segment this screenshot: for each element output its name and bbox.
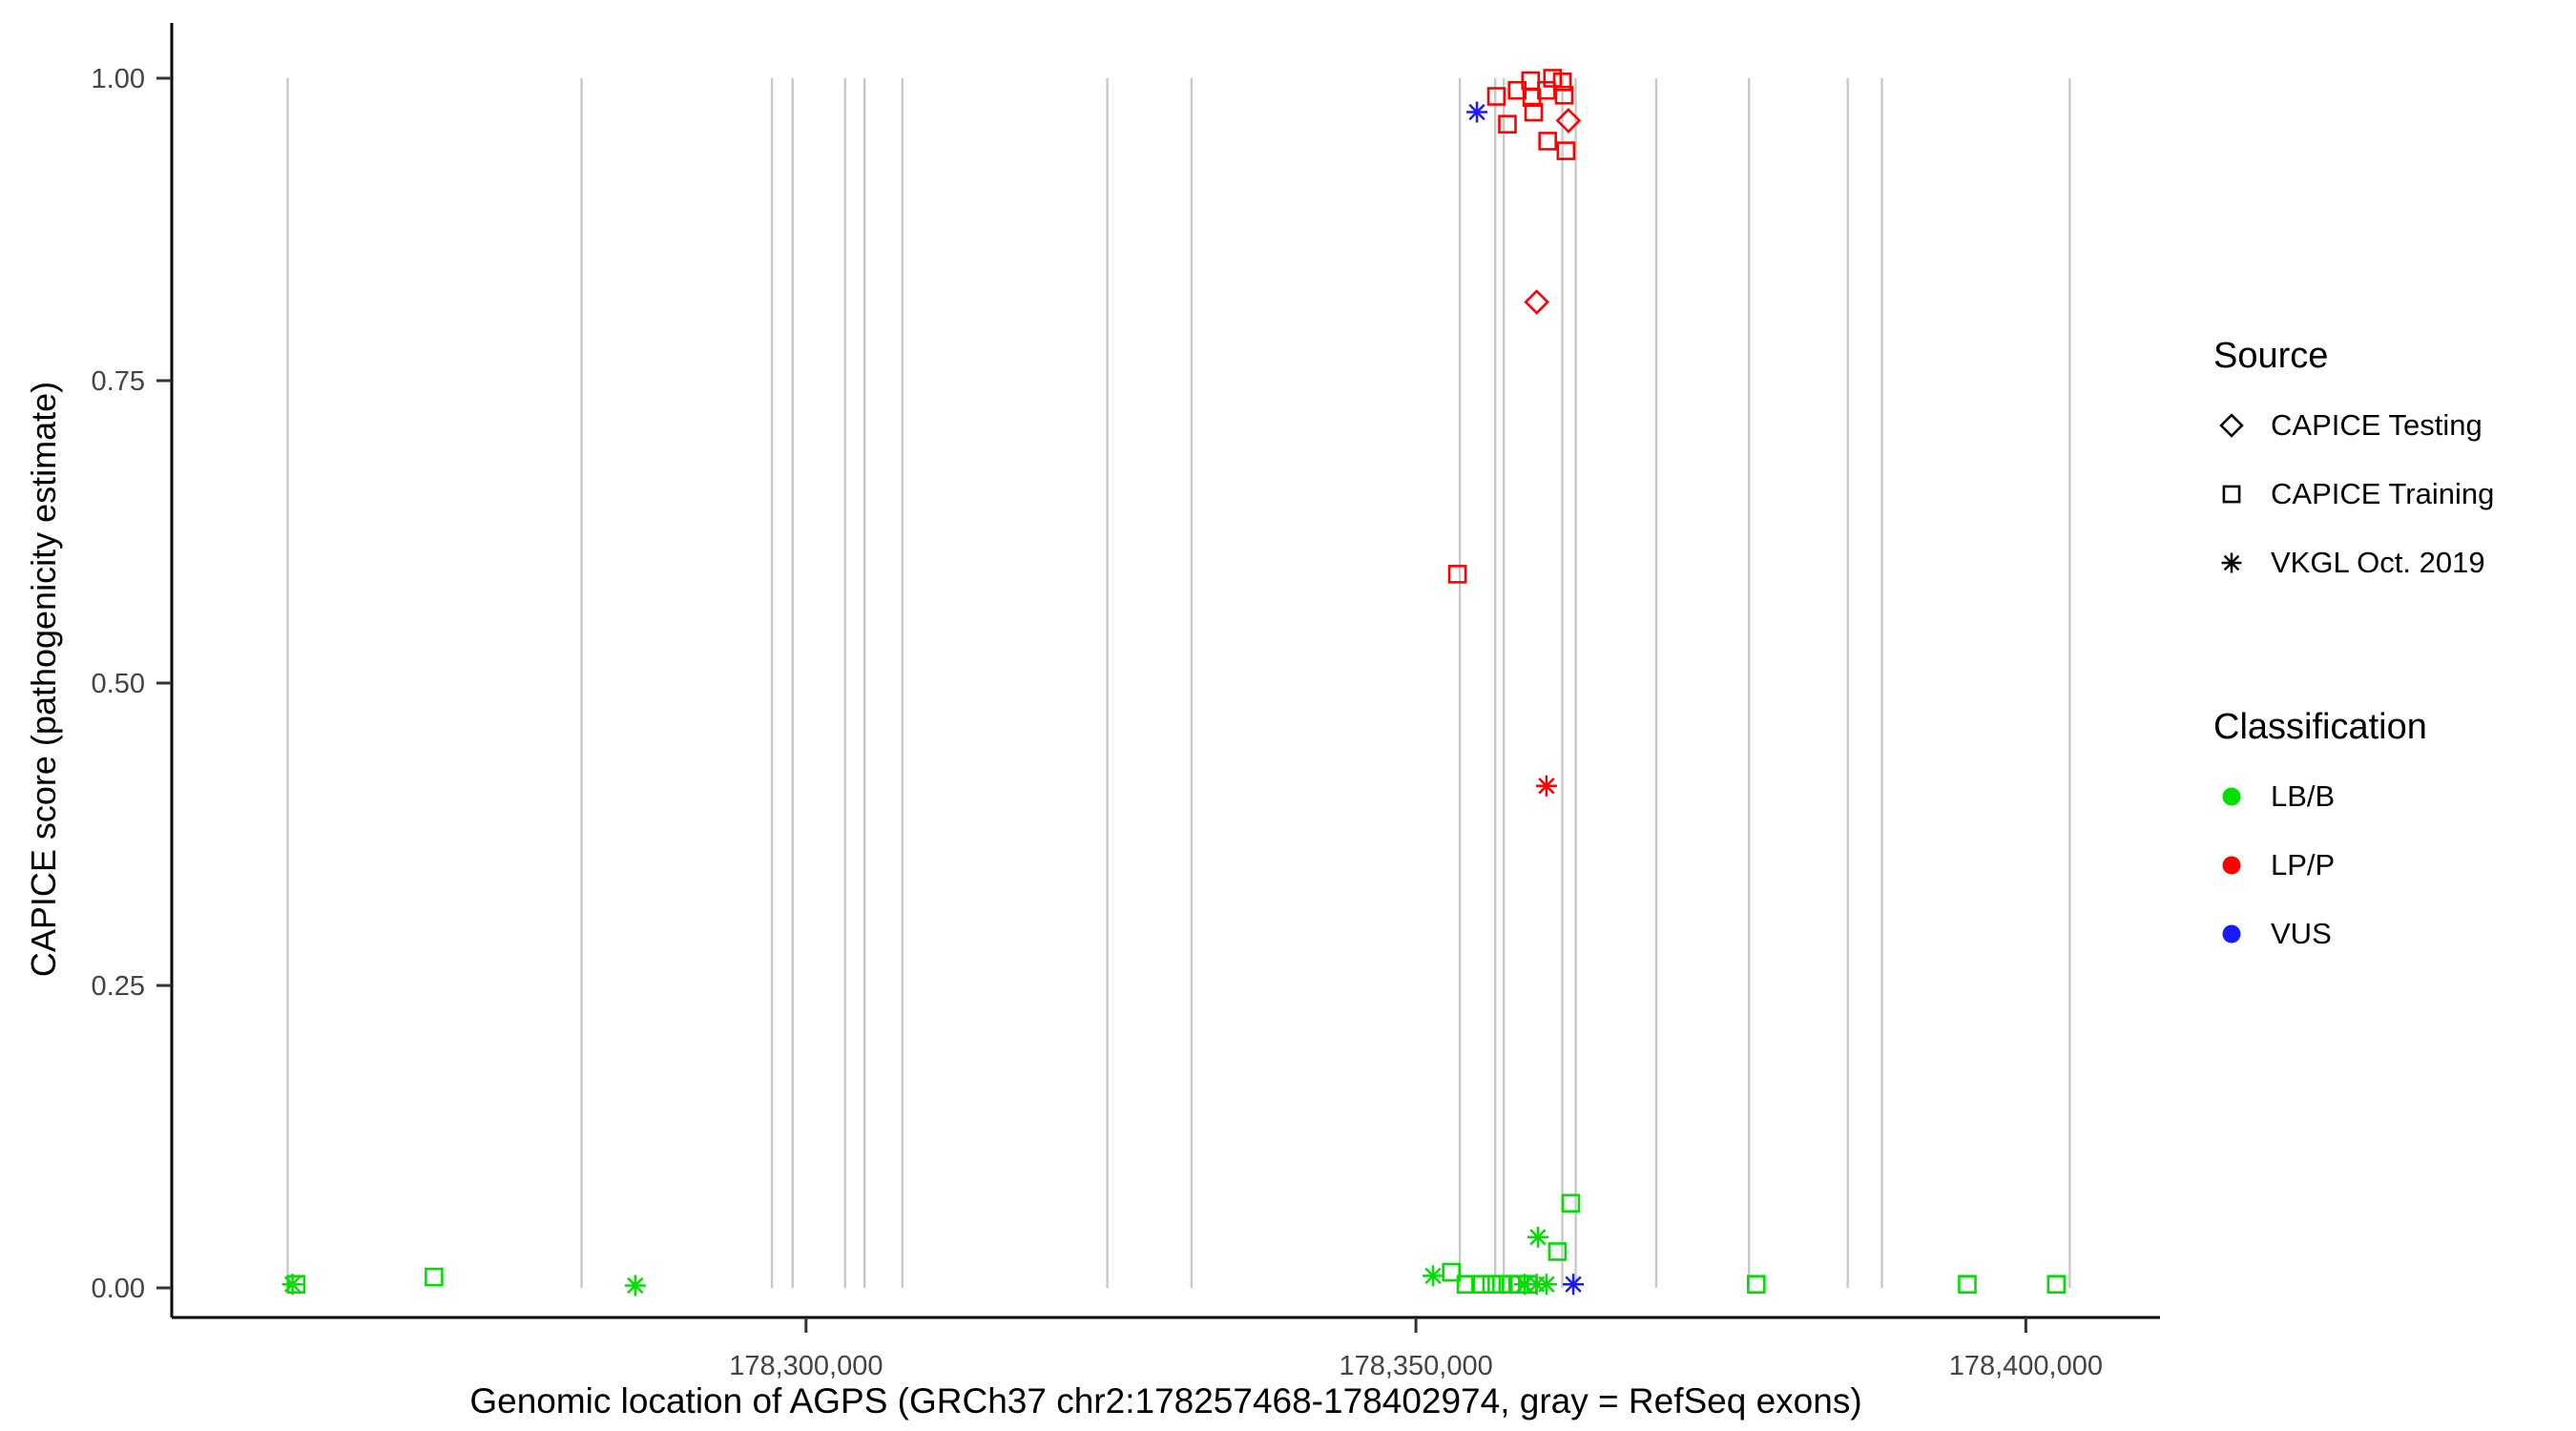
svg-text:0.00: 0.00 (92, 1274, 145, 1304)
red-dot-icon (2213, 847, 2250, 883)
svg-text:0.25: 0.25 (92, 971, 145, 1002)
legend-item-lpp: LP/P (2213, 845, 2494, 885)
legend-item-capice-training: CAPICE Training (2213, 474, 2494, 514)
legend-classification-title: Classification (2213, 707, 2427, 747)
svg-text:1.00: 1.00 (92, 64, 145, 94)
svg-text:0.50: 0.50 (92, 669, 145, 699)
legend-item-label: CAPICE Testing (2271, 408, 2483, 442)
legend-item-label: LP/P (2271, 848, 2336, 881)
square-icon (2213, 476, 2250, 512)
diamond-icon (2213, 407, 2250, 444)
legend-item-label: VUS (2271, 917, 2332, 950)
legend-item-lbb: LB/B (2213, 777, 2494, 817)
legend-item-vkgl: VKGL Oct. 2019 (2213, 543, 2494, 583)
legend-source-title: Source (2213, 336, 2329, 376)
svg-text:178,350,000: 178,350,000 (1339, 1351, 1492, 1381)
svg-text:178,300,000: 178,300,000 (729, 1351, 883, 1381)
x-axis-title: Genomic location of AGPS (GRCh37 chr2:17… (469, 1381, 1862, 1421)
legend-item-label: LB/B (2271, 779, 2336, 813)
blue-dot-icon (2213, 916, 2250, 952)
green-dot-icon (2213, 778, 2250, 815)
legend-item-label: VKGL Oct. 2019 (2271, 546, 2485, 579)
svg-text:178,400,000: 178,400,000 (1949, 1351, 2103, 1381)
legend-item-label: CAPICE Training (2271, 477, 2495, 510)
svg-text:0.75: 0.75 (92, 366, 145, 397)
legend-item-vus: VUS (2213, 914, 2494, 954)
asterisk-icon (2213, 545, 2250, 581)
legend-item-capice-testing: CAPICE Testing (2213, 405, 2494, 446)
y-axis-title: CAPICE score (pathogenicity estimate) (24, 381, 63, 978)
legend: Source CAPICE Testing CAPICE Training VK… (2213, 336, 2494, 983)
